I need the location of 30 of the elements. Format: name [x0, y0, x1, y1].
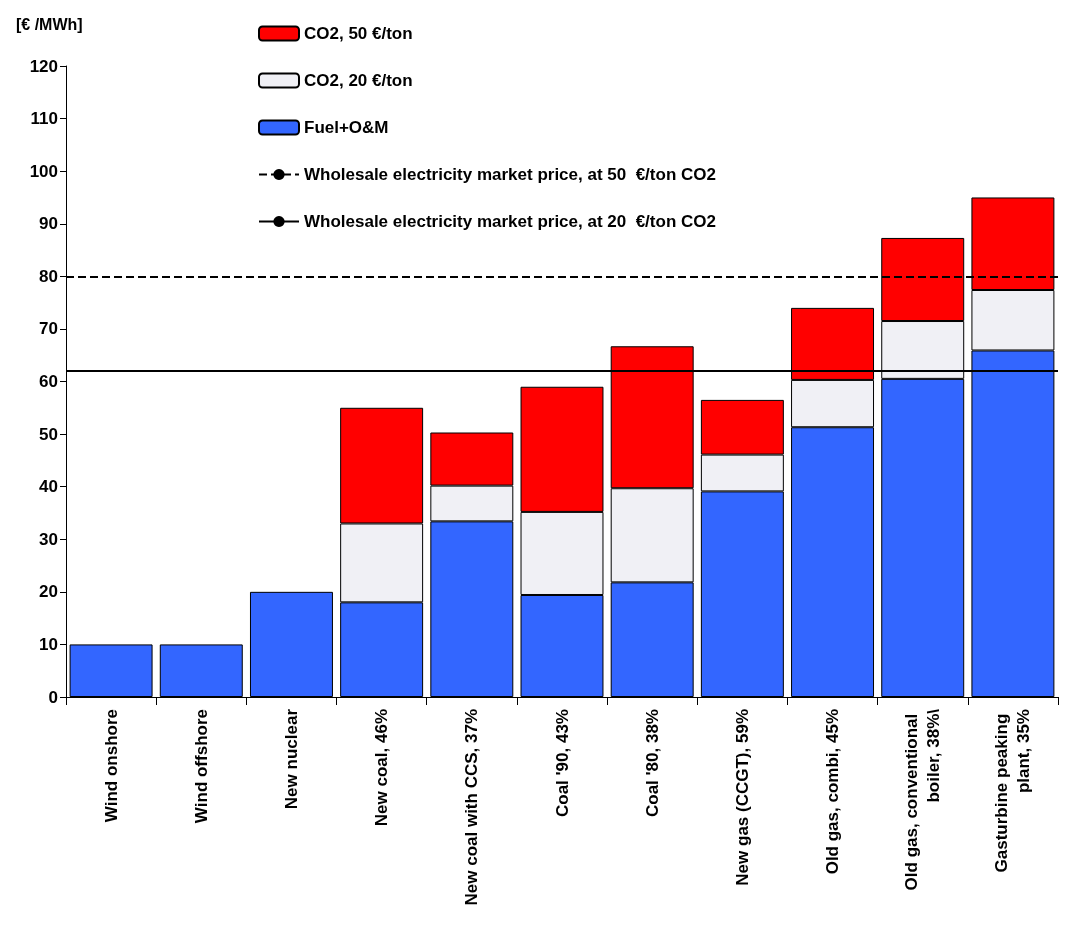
legend-label: CO2, 50 €/ton [304, 24, 413, 43]
legend-label: Fuel+O&M [304, 118, 389, 137]
y-tick-label: 120 [29, 56, 58, 76]
y-tick-label: 30 [39, 529, 58, 549]
y-tick-label: 100 [29, 161, 58, 181]
x-tick-label: New nuclear [281, 708, 301, 810]
y-axis-title: [€ /MWh] [16, 15, 83, 33]
x-tick-label: Gasturbine peaking plant, 35% [992, 709, 1034, 873]
y-tick-label: 50 [39, 424, 58, 444]
y-tick-label: 80 [39, 266, 58, 286]
legend-label: Wholesale electricity market price, at 50 €/ton CO2 [304, 165, 716, 184]
y-tick-label: 70 [39, 319, 58, 339]
y-tick-label: 60 [39, 372, 58, 391]
x-tick-label: New coal, 46% [372, 709, 392, 827]
x-tick-label: Old gas, conventional boiler, 38%\ [902, 708, 944, 891]
x-tick-label: Coal '80, 38% [642, 709, 662, 817]
x-tick-label: New gas (CCGT), 59% [732, 709, 752, 886]
x-tick-label: Old gas, combi, 45% [823, 709, 843, 875]
x-tick-label: New coal with CCS, 37% [462, 709, 482, 906]
x-tick-label: Coal '90, 43% [552, 709, 572, 817]
y-tick-label: 40 [39, 477, 58, 497]
y-tick-label: 10 [39, 634, 58, 654]
x-tick-label: Wind offshore [191, 709, 211, 824]
y-tick-label: 0 [48, 687, 58, 707]
x-tick-label: Wind onshore [101, 709, 121, 823]
y-tick-label: 110 [30, 109, 58, 129]
y-tick-label: 20 [39, 582, 58, 602]
legend-label: CO2, 20 €/ton [304, 71, 413, 90]
y-tick-label: 90 [39, 214, 58, 234]
legend-label: Wholesale electricity market price, at 20 €/ton CO2 [304, 212, 716, 231]
